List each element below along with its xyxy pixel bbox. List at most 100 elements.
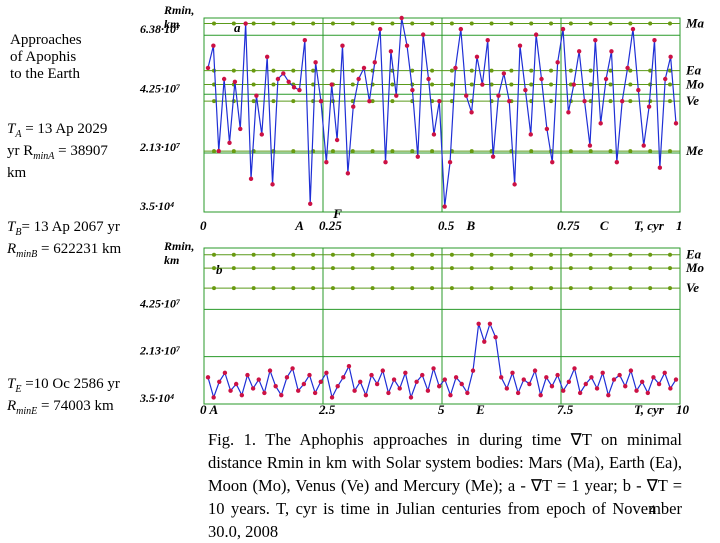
series-point bbox=[614, 159, 620, 165]
series-point bbox=[312, 390, 318, 396]
series-point bbox=[583, 381, 588, 387]
body-point bbox=[568, 149, 573, 154]
series-point bbox=[641, 143, 646, 148]
approach-b-info: TB= 13 Ap 2067 yr RminB = 622231 km bbox=[7, 219, 121, 263]
x-tick-label: 0.5 bbox=[438, 218, 455, 233]
series-point bbox=[399, 15, 404, 21]
body-point bbox=[231, 21, 236, 26]
series-point bbox=[469, 110, 474, 115]
body-point bbox=[410, 68, 415, 73]
series-point bbox=[205, 375, 211, 380]
body-point bbox=[509, 286, 514, 291]
series-point bbox=[426, 76, 431, 82]
series-point bbox=[485, 37, 490, 43]
series-point bbox=[264, 54, 270, 60]
body-point bbox=[271, 252, 276, 257]
body-point bbox=[271, 266, 276, 271]
series-point bbox=[652, 37, 657, 43]
series-point bbox=[259, 132, 264, 137]
body-point bbox=[549, 82, 554, 87]
body-point bbox=[628, 68, 633, 73]
body-point bbox=[251, 82, 256, 87]
series-point bbox=[606, 392, 611, 398]
series-point bbox=[566, 379, 572, 384]
series-point bbox=[372, 60, 377, 65]
title-line-1: Approaches bbox=[10, 32, 82, 48]
a-line2-rest: = 38907 bbox=[54, 143, 108, 159]
body-point bbox=[390, 82, 395, 87]
series-point bbox=[496, 93, 501, 98]
series-point bbox=[512, 182, 517, 187]
y-tick-label: 4.25·10⁷ bbox=[139, 81, 181, 95]
body-point bbox=[251, 99, 256, 104]
series-point bbox=[358, 379, 363, 384]
title-line-3: to the Earth bbox=[10, 66, 80, 82]
series-point bbox=[307, 372, 312, 378]
body-point bbox=[291, 266, 296, 271]
body-point bbox=[469, 252, 474, 257]
series-point bbox=[318, 98, 324, 104]
body-point bbox=[251, 21, 256, 26]
body-point bbox=[370, 286, 375, 291]
series-point bbox=[668, 54, 673, 60]
event-marker-b: B bbox=[466, 218, 476, 233]
body-point bbox=[608, 68, 613, 73]
body-point bbox=[251, 286, 256, 291]
body-point bbox=[608, 252, 613, 257]
body-point bbox=[628, 21, 633, 26]
body-point bbox=[370, 149, 375, 154]
body-point bbox=[449, 266, 454, 271]
series-point bbox=[267, 368, 273, 373]
body-point bbox=[529, 82, 534, 87]
body-point bbox=[608, 21, 613, 26]
series-point bbox=[279, 392, 284, 398]
body-point bbox=[212, 266, 216, 271]
body-point bbox=[271, 68, 276, 73]
series-point bbox=[377, 26, 383, 32]
body-label-ea: Ea bbox=[685, 247, 702, 262]
x-tick-label: 0.75 bbox=[557, 218, 580, 233]
series-point bbox=[243, 21, 248, 26]
series-point bbox=[313, 60, 318, 65]
body-point bbox=[430, 149, 435, 154]
series-point bbox=[324, 370, 329, 376]
b-line2-rest: = 622231 km bbox=[37, 241, 122, 257]
series-point bbox=[397, 386, 402, 391]
body-point bbox=[489, 266, 494, 271]
body-point bbox=[568, 21, 573, 26]
series-point bbox=[521, 377, 526, 382]
approach-a-info: TA = 13 Ap 2029 yr RminA = 38907 km bbox=[7, 121, 108, 182]
body-point bbox=[469, 286, 474, 291]
body-point bbox=[449, 252, 454, 257]
body-point bbox=[608, 82, 613, 87]
series-point bbox=[356, 76, 361, 82]
series-point bbox=[302, 37, 308, 43]
body-point bbox=[291, 68, 296, 73]
body-point bbox=[588, 252, 593, 257]
body-point bbox=[668, 68, 672, 73]
series-point bbox=[493, 334, 498, 340]
body-point bbox=[628, 82, 633, 87]
body-point bbox=[549, 252, 554, 257]
series-point bbox=[403, 370, 408, 376]
x-tick-label: 10 bbox=[676, 402, 690, 417]
body-point bbox=[668, 286, 672, 291]
y-axis-label-bottom: km bbox=[164, 17, 179, 31]
series-point bbox=[625, 65, 630, 71]
body-point bbox=[469, 82, 474, 87]
body-point bbox=[370, 99, 375, 104]
body-point bbox=[212, 252, 216, 257]
body-point bbox=[212, 21, 216, 26]
body-label-ea: Ea bbox=[685, 63, 702, 78]
body-point bbox=[430, 252, 435, 257]
series-point bbox=[630, 26, 636, 32]
series-point bbox=[227, 140, 232, 145]
body-label-ve: Ve bbox=[686, 280, 699, 295]
body-point bbox=[648, 68, 653, 73]
series-point bbox=[587, 143, 593, 148]
series-point bbox=[517, 43, 523, 48]
e-line2: R bbox=[7, 398, 17, 414]
y-axis-label-top: Rmin, bbox=[163, 3, 194, 17]
x-tick-label: 0 bbox=[200, 402, 207, 417]
body-point bbox=[568, 286, 573, 291]
